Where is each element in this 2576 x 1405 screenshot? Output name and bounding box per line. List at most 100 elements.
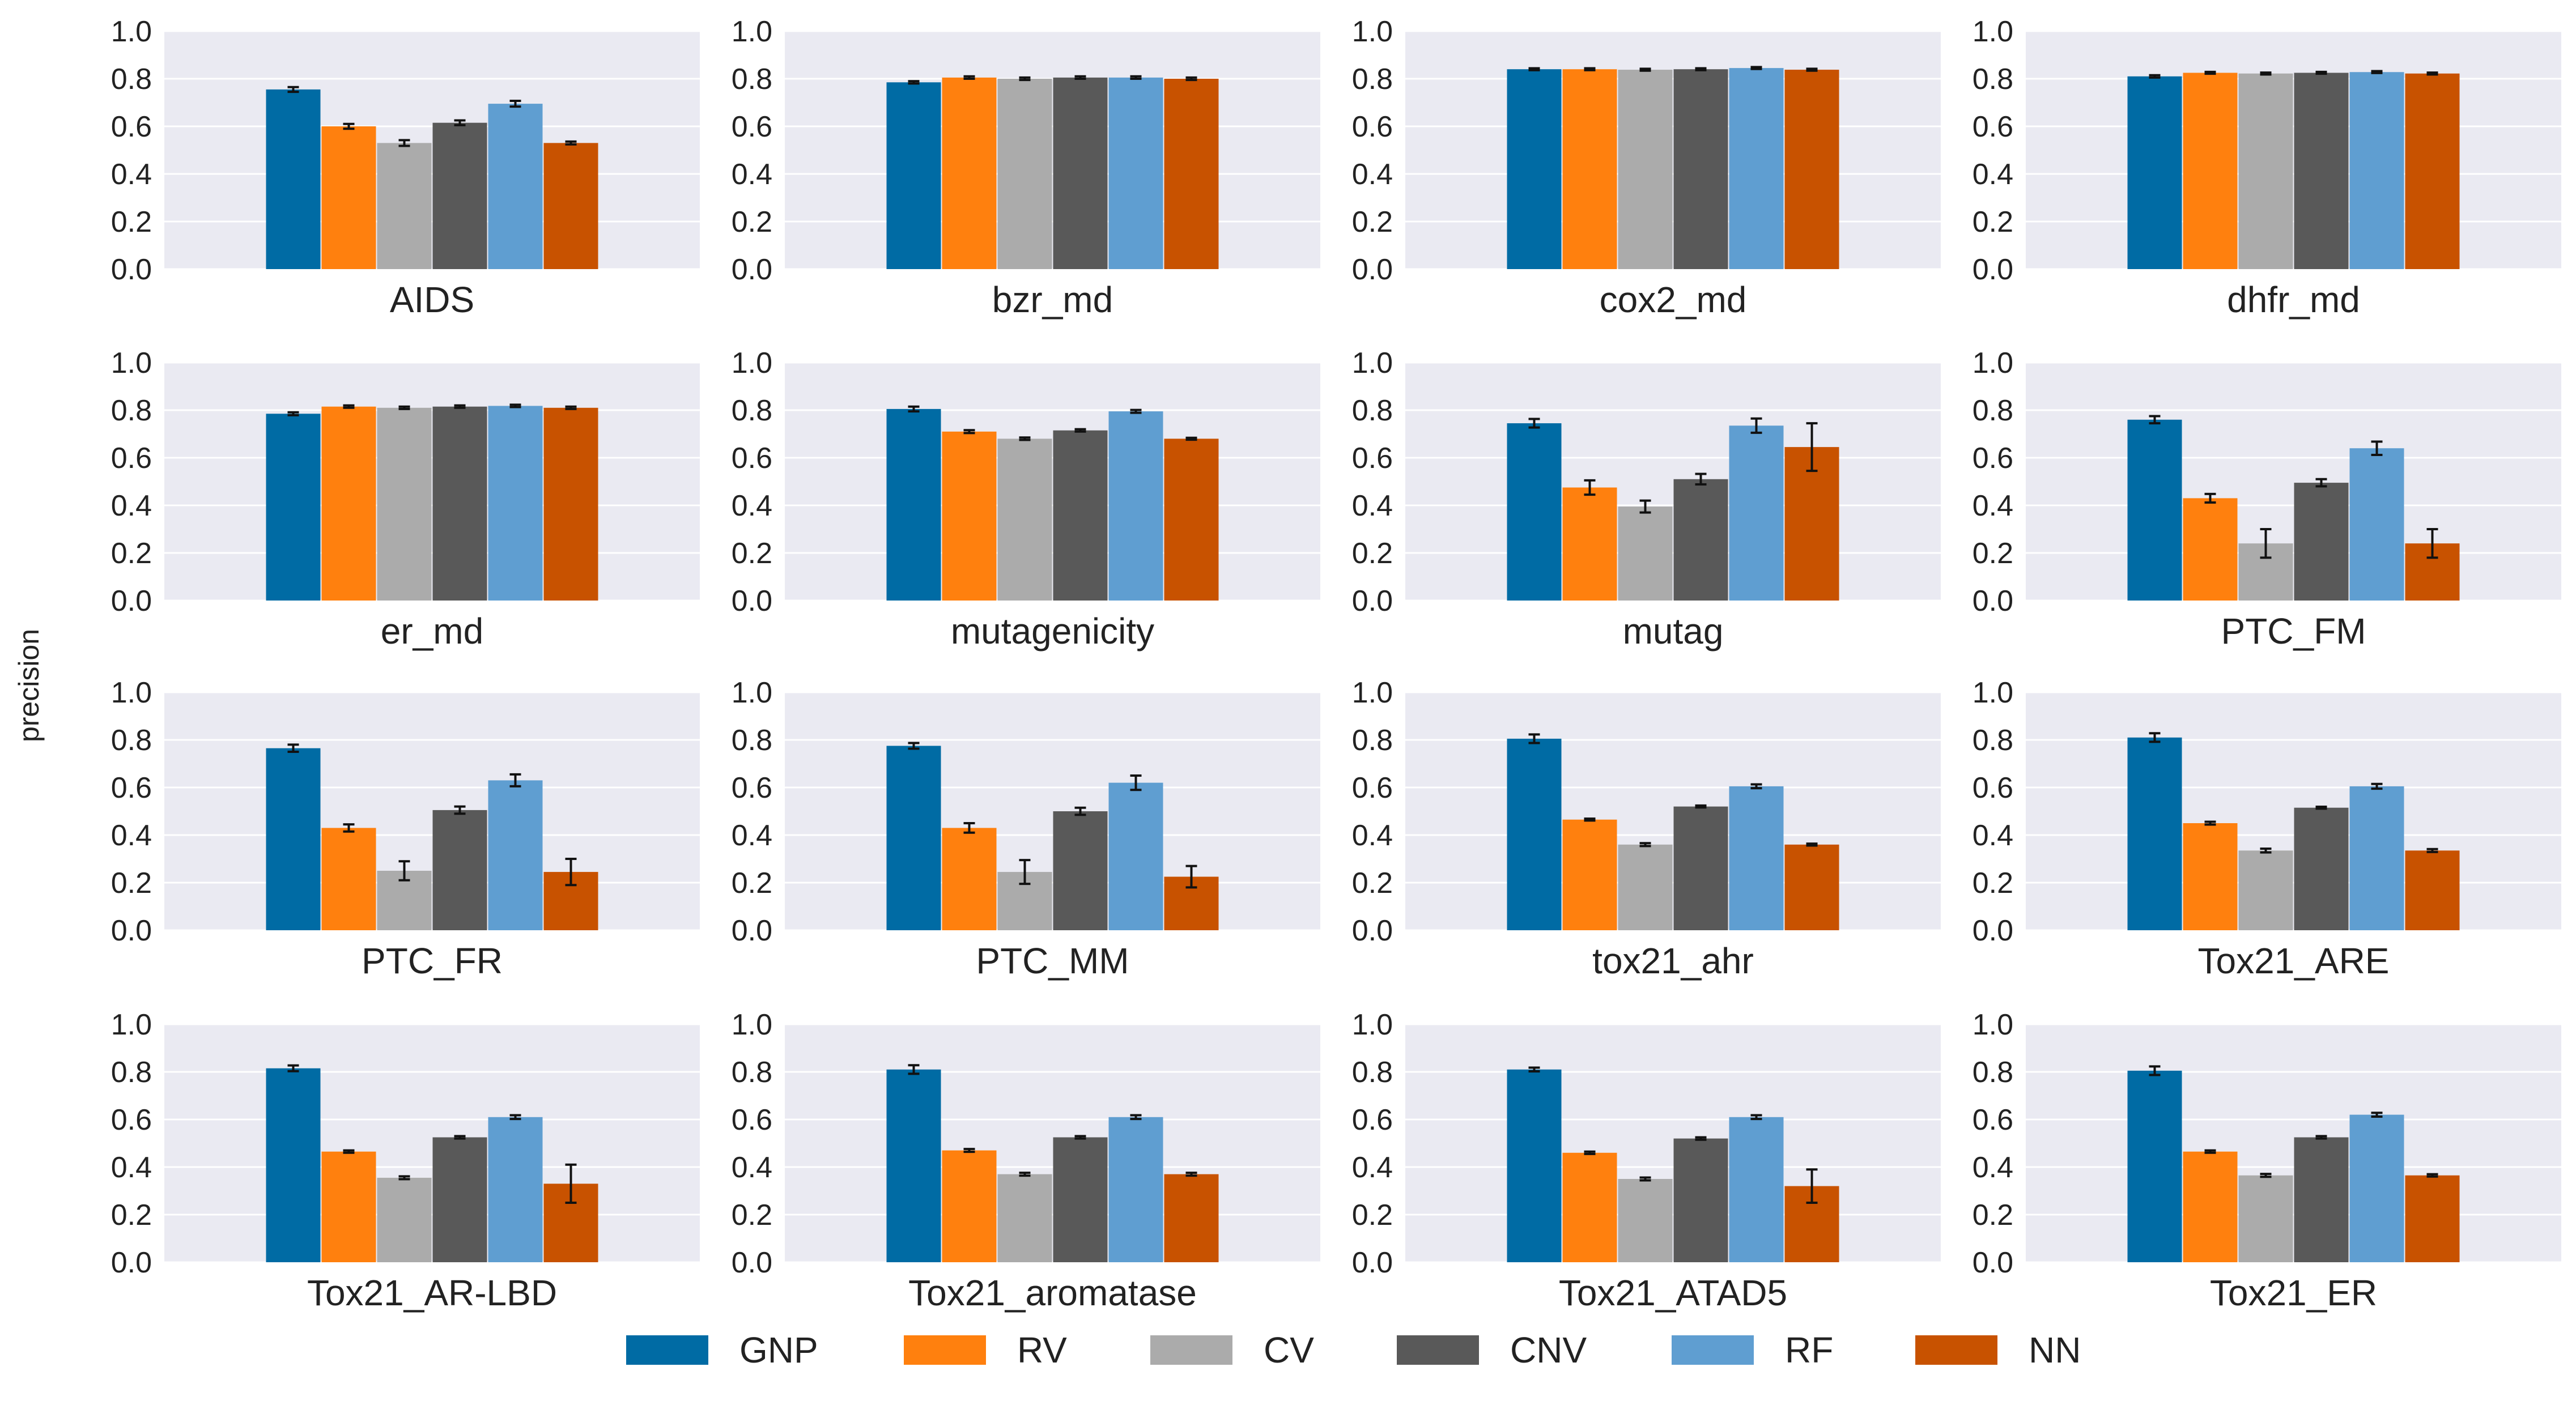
error-bar-er-md-cv	[398, 405, 410, 410]
panel-tox21-are: 0.0 0.2 0.4 0.6 0.8 1.0 Tox21_ARE	[1973, 676, 2561, 981]
bar-mutagenicity-nn	[1164, 438, 1219, 601]
y-tick-label: 0.8	[1352, 1056, 1393, 1089]
y-tick-label: 0.0	[732, 914, 772, 947]
y-tick-label: 0.0	[1973, 1246, 2013, 1279]
bar-mutagenicity-cv	[997, 438, 1052, 601]
panel-title: PTC_FR	[362, 940, 503, 981]
y-tick-label: 0.8	[1973, 63, 2013, 96]
error-bar-mutag-gnp	[1528, 418, 1540, 429]
y-tick-label: 0.2	[111, 867, 152, 900]
error-bar-tox21-er-rv	[2204, 1149, 2216, 1154]
error-bar-tox21-er-cv	[2260, 1173, 2272, 1178]
error-bar-tox21-aromatase-gnp	[908, 1064, 920, 1075]
error-bar-ptc-mm-cv	[1019, 859, 1031, 885]
error-bar-dhfr-md-nn	[2426, 71, 2438, 76]
bar-aids-rv	[321, 126, 376, 269]
legend-item-cv: CV	[1150, 1330, 1314, 1370]
y-tick-label: 0.6	[1973, 442, 2013, 475]
y-tick-label: 0.4	[1973, 819, 2013, 852]
error-bar-tox21-ar-lbd-cnv	[454, 1135, 466, 1140]
error-bar-tox21-ahr-nn	[1806, 842, 1818, 847]
y-tick-label: 0.0	[1973, 585, 2013, 618]
y-tick-label: 1.0	[1352, 15, 1393, 48]
y-tick-label: 0.2	[732, 206, 772, 239]
bar-ptc-mm-rv	[942, 828, 997, 930]
bar-dhfr-md-rf	[2349, 72, 2404, 270]
bar-tox21-ar-lbd-gnp	[266, 1068, 321, 1262]
bar-dhfr-md-gnp	[2127, 76, 2182, 270]
legend-swatch	[626, 1335, 708, 1365]
legend-label: GNP	[739, 1330, 818, 1370]
legend-item-cnv: CNV	[1397, 1330, 1587, 1370]
y-tick-label: 0.4	[1352, 819, 1393, 852]
plot-background	[164, 363, 700, 601]
panel-dhfr-md: 0.0 0.2 0.4 0.6 0.8 1.0 dhfr_md	[1973, 15, 2561, 320]
error-bar-ptc-mm-nn	[1185, 865, 1197, 889]
bar-mutagenicity-cnv	[1053, 430, 1108, 601]
bar-tox21-atad5-rf	[1729, 1117, 1784, 1262]
panel-tox21-er: 0.0 0.2 0.4 0.6 0.8 1.0 Tox21_ER	[1973, 1008, 2561, 1313]
bar-tox21-ahr-nn	[1784, 844, 1839, 930]
error-bar-tox21-are-rf	[2371, 782, 2383, 790]
error-bar-aids-gnp	[287, 86, 299, 93]
y-tick-label: 0.6	[1352, 110, 1393, 143]
bar-tox21-ar-lbd-cv	[377, 1177, 432, 1262]
bar-aids-gnp	[266, 89, 321, 269]
y-tick-label: 0.2	[1973, 867, 2013, 900]
error-bar-tox21-aromatase-cv	[1019, 1172, 1031, 1177]
bar-bzr-md-cnv	[1053, 77, 1108, 269]
error-bar-mutag-cnv	[1695, 472, 1707, 486]
bar-tox21-are-cv	[2238, 850, 2293, 930]
panel-title: PTC_FM	[2221, 611, 2366, 652]
y-tick-label: 1.0	[111, 347, 152, 380]
y-tick-label: 1.0	[1352, 1008, 1393, 1041]
legend-item-nn: NN	[1915, 1330, 2081, 1370]
y-tick-label: 0.8	[732, 1056, 772, 1089]
bar-er-md-cv	[377, 407, 432, 601]
bar-bzr-md-gnp	[886, 82, 941, 270]
error-bar-tox21-are-nn	[2426, 848, 2438, 853]
error-bar-tox21-ar-lbd-rv	[343, 1149, 355, 1154]
error-bar-ptc-fm-rf	[2371, 440, 2383, 456]
panel-ptc-mm: 0.0 0.2 0.4 0.6 0.8 1.0 PTC_MM	[732, 676, 1320, 981]
panels: 0.0 0.2 0.4 0.6 0.8 1.0 AIDS 0.0 0.2 0.4 0.6 0.8 1.0…	[111, 15, 2561, 1313]
y-tick-label: 1.0	[111, 1008, 152, 1041]
y-tick-label: 0.2	[1352, 1199, 1393, 1232]
bar-mutag-rv	[1562, 487, 1617, 601]
error-bar-aids-cnv	[454, 119, 466, 126]
y-tick-label: 0.8	[1973, 1056, 2013, 1089]
bar-tox21-aromatase-cv	[997, 1174, 1052, 1262]
panel-title: bzr_md	[992, 279, 1113, 320]
error-bar-mutagenicity-cnv	[1074, 428, 1086, 433]
y-tick-label: 0.8	[1973, 724, 2013, 757]
bar-ptc-mm-cnv	[1053, 811, 1108, 930]
error-bar-ptc-fr-rv	[343, 823, 355, 833]
error-bar-bzr-md-nn	[1185, 76, 1197, 82]
error-bar-mutag-rf	[1750, 417, 1762, 434]
bar-tox21-er-rv	[2183, 1151, 2238, 1262]
y-tick-label: 0.4	[732, 489, 772, 522]
y-tick-label: 0.2	[732, 867, 772, 900]
bar-dhfr-md-cnv	[2294, 73, 2349, 269]
bar-cox2-md-cv	[1618, 70, 1673, 269]
y-tick-label: 0.0	[1973, 914, 2013, 947]
bar-tox21-ahr-rf	[1729, 786, 1784, 930]
y-tick-label: 0.0	[1352, 914, 1393, 947]
legend-swatch	[1397, 1335, 1479, 1365]
y-tick-label: 0.2	[1973, 206, 2013, 239]
bar-tox21-ahr-cv	[1618, 844, 1673, 930]
bar-bzr-md-rv	[942, 77, 997, 269]
y-tick-label: 0.4	[111, 489, 152, 522]
bar-ptc-fm-cnv	[2294, 483, 2349, 601]
bar-ptc-mm-gnp	[886, 746, 941, 930]
panel-title: PTC_MM	[976, 940, 1129, 981]
bar-aids-rf	[488, 104, 543, 269]
bar-tox21-ar-lbd-rf	[488, 1117, 543, 1262]
error-bar-dhfr-md-rf	[2371, 70, 2383, 74]
y-tick-label: 0.8	[1352, 724, 1393, 757]
panel-ptc-fr: 0.0 0.2 0.4 0.6 0.8 1.0 PTC_FR	[111, 676, 700, 981]
bar-er-md-rf	[488, 406, 543, 601]
error-bar-tox21-atad5-cnv	[1695, 1136, 1707, 1141]
y-tick-label: 1.0	[1973, 676, 2013, 709]
